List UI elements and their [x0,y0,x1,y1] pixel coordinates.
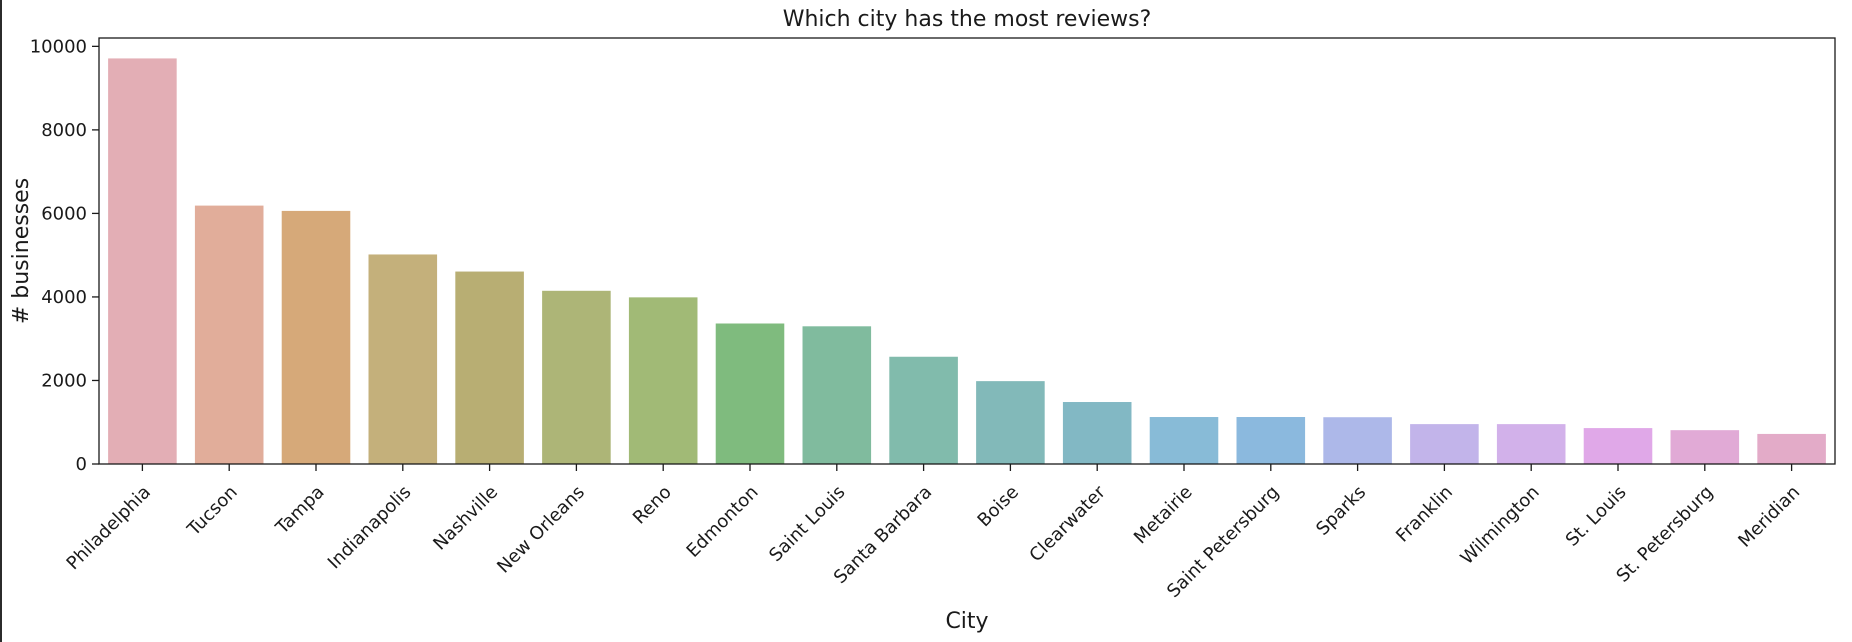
bar [1410,424,1479,464]
bar [368,254,438,464]
bars [108,58,1826,465]
x-tick-label: Indianapolis [324,482,416,574]
bar [108,58,177,464]
y-tick-label: 6000 [41,203,87,224]
bar [1236,417,1306,464]
bar [1323,417,1392,464]
frame-edge [0,0,2,642]
x-tick-label: Clearwater [1025,481,1110,566]
x-tick-label: Tucson [183,482,242,541]
bar [281,210,351,464]
x-tick-label: Tampa [271,482,328,539]
y-axis-label: # businesses [9,178,34,324]
bar [976,381,1045,464]
y-tick-label: 8000 [41,120,87,141]
y-tick-label: 2000 [41,370,87,391]
bar [1583,428,1653,464]
bar [1149,417,1219,464]
bar [194,205,264,465]
y-tick-label: 10000 [30,36,87,57]
bar [1757,433,1826,464]
x-tick-label: Boise [974,482,1023,531]
x-tick-label: St. Louis [1562,482,1631,551]
bar [889,356,958,464]
chart-title: Which city has the most reviews? [783,7,1152,32]
y-tick-label: 0 [76,454,87,475]
bar [542,290,611,464]
x-tick-label: Edmonton [683,482,763,562]
bar [455,271,524,464]
x-tick-label: Meridian [1734,482,1804,552]
x-tick-label: Nashville [429,482,502,555]
x-tick-label: Saint Louis [765,482,849,566]
bar [628,297,698,464]
x-tick-label: Sparks [1312,482,1370,540]
x-tick-label: Philadelphia [63,482,155,574]
x-tick-label: Metairie [1130,482,1197,549]
y-tick-label: 4000 [41,287,87,308]
y-axis-ticks: 0 2000 4000 6000 8000 10000 [30,36,99,475]
bar [802,326,872,464]
x-tick-label: New Orleans [493,482,589,578]
bar [1062,402,1132,464]
x-tick-label: Wilmington [1457,482,1544,569]
plot-frame [98,37,1836,465]
x-tick-label: Franklin [1392,482,1457,547]
bar [1496,424,1566,464]
bar [715,323,785,464]
x-tick-label: Reno [629,482,676,529]
bar [1670,430,1740,464]
x-axis-label: City [945,609,988,634]
